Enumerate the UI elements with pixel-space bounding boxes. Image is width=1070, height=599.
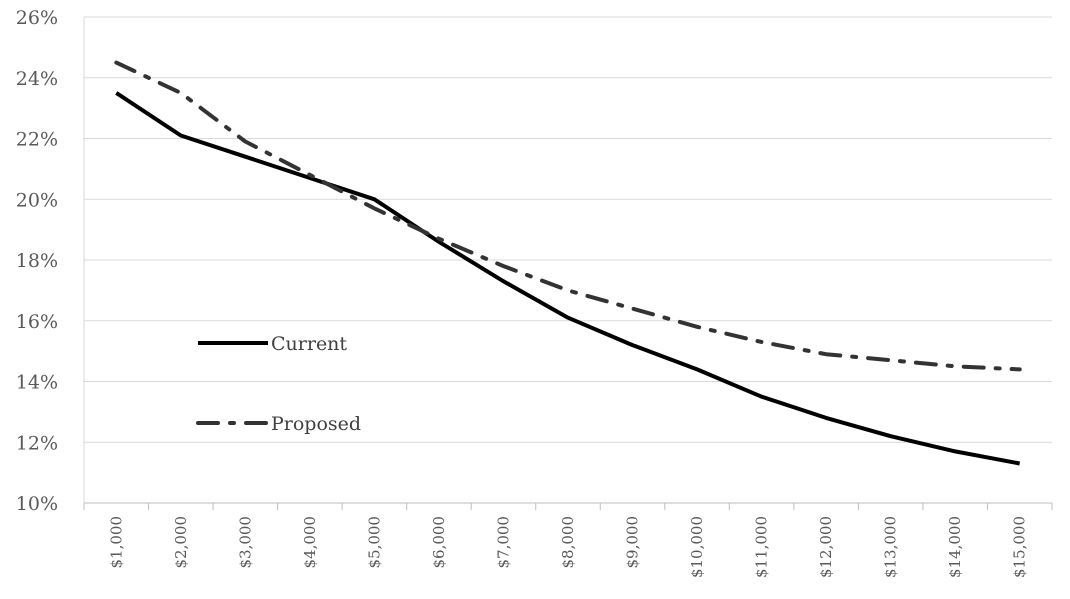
x-tick-label: $9,000 <box>624 516 642 569</box>
x-tick-label: $8,000 <box>559 516 577 569</box>
x-tick-label: $3,000 <box>236 516 254 569</box>
y-tick-label: 10% <box>16 493 58 515</box>
y-tick-label: 14% <box>16 372 58 394</box>
legend-label-current: Current <box>271 333 347 355</box>
x-tick-label: $2,000 <box>172 516 190 569</box>
x-tick-label: $10,000 <box>688 516 706 578</box>
y-tick-label: 18% <box>16 250 58 272</box>
y-tick-label: 22% <box>16 129 58 151</box>
legend: Current Proposed <box>196 333 361 435</box>
x-tick-label: $5,000 <box>365 516 383 569</box>
gridlines <box>83 16 1053 510</box>
y-tick-label: 24% <box>16 68 58 90</box>
x-tick-label: $1,000 <box>107 516 125 569</box>
series-line-proposed <box>114 60 1022 372</box>
x-tick-label: $6,000 <box>430 516 448 569</box>
x-tick-label: $4,000 <box>301 516 319 569</box>
legend-label-proposed: Proposed <box>271 413 361 435</box>
x-tick-label: $14,000 <box>946 516 964 578</box>
x-axis-ticks: $1,000 $2,000 $3,000 $4,000 $5,000 $6,000 $7,0… <box>107 516 1028 578</box>
y-tick-label: 20% <box>16 189 58 211</box>
x-tick-label: $7,000 <box>494 516 512 569</box>
y-axis-ticks: 10% 12% 14% 16% 18% 20% 22% 24% 26% <box>16 7 58 515</box>
series-line-current <box>115 91 1021 466</box>
y-tick-label: 26% <box>16 7 58 29</box>
series-lines <box>114 60 1022 466</box>
x-tick-label: $15,000 <box>1011 516 1029 578</box>
x-tick-label: $12,000 <box>817 516 835 578</box>
y-tick-label: 16% <box>16 311 58 333</box>
x-tick-label: $11,000 <box>753 516 771 578</box>
x-tick-label: $13,000 <box>882 516 900 578</box>
y-tick-label: 12% <box>16 432 58 454</box>
